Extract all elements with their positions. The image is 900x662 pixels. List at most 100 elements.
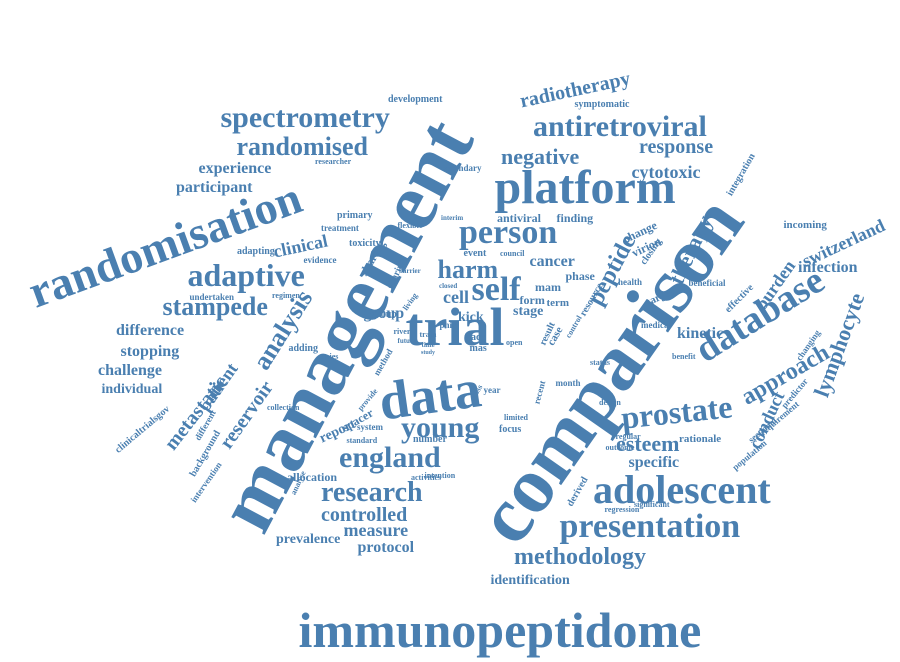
cloud-word: primary bbox=[337, 210, 373, 221]
cloud-word: negative bbox=[501, 144, 580, 169]
cloud-word: spectrometry bbox=[220, 101, 390, 134]
cloud-word: copies bbox=[317, 352, 339, 361]
cloud-word: design bbox=[599, 398, 621, 407]
cloud-word: methodology bbox=[514, 544, 646, 570]
cloud-word: platform bbox=[494, 161, 676, 214]
cloud-word: group bbox=[363, 305, 405, 322]
cloud-word: cytotoxic bbox=[631, 162, 701, 182]
cloud-word: treatment bbox=[321, 222, 359, 233]
cloud-word: stopping bbox=[120, 343, 180, 360]
cloud-word: council bbox=[500, 249, 525, 258]
cloud-word: controlled bbox=[321, 504, 408, 526]
cloud-word: adolescent bbox=[593, 467, 771, 512]
cloud-word: cell bbox=[443, 287, 469, 307]
cloud-word: researcher bbox=[315, 157, 352, 166]
cloud-word: intention bbox=[424, 471, 456, 480]
cloud-word: response bbox=[639, 136, 714, 158]
cloud-word: benefit bbox=[672, 352, 696, 361]
cloud-word: flexible bbox=[397, 221, 423, 230]
cloud-word: focus bbox=[499, 424, 522, 435]
cloud-word: person bbox=[459, 214, 558, 251]
cloud-word: prevalence bbox=[276, 532, 341, 547]
cloud-word: protocol bbox=[357, 539, 415, 556]
cloud-word: status bbox=[590, 358, 611, 367]
cloud-word: outcome bbox=[605, 443, 635, 452]
cloud-word: symptomatic bbox=[574, 99, 630, 110]
cloud-word: evidence bbox=[303, 254, 337, 265]
cloud-word: kick bbox=[458, 310, 484, 325]
cloud-word: difference bbox=[116, 322, 185, 339]
cloud-word: adding bbox=[288, 343, 318, 354]
cloud-word: integration bbox=[724, 151, 758, 198]
cloud-word: allocation bbox=[287, 470, 337, 484]
cloud-word: cancer bbox=[529, 253, 575, 270]
cloud-word: clinicaltrialsgov bbox=[113, 403, 173, 456]
cloud-word: incoming bbox=[783, 218, 827, 231]
cloud-word: stage bbox=[513, 304, 544, 319]
cloud-word: self bbox=[471, 271, 521, 308]
cloud-word: river bbox=[393, 327, 411, 336]
cloud-word: challenge bbox=[98, 362, 162, 379]
cloud-word: adapting bbox=[237, 246, 275, 257]
cloud-word: collection bbox=[267, 403, 300, 412]
cloud-word: phase bbox=[565, 269, 595, 283]
cloud-word: regimen bbox=[272, 291, 300, 300]
cloud-word: month bbox=[555, 377, 581, 388]
cloud-word: term bbox=[546, 296, 570, 309]
cloud-word: future bbox=[397, 336, 417, 345]
cloud-word: esteem bbox=[616, 431, 680, 456]
cloud-word: regular bbox=[615, 432, 641, 441]
cloud-word: limited bbox=[504, 413, 528, 422]
cloud-word: secondary bbox=[442, 162, 482, 173]
cloud-word: train bbox=[419, 330, 437, 339]
cloud-word: immunopeptidome bbox=[298, 602, 702, 658]
cloud-word: standard bbox=[346, 436, 378, 445]
cloud-word: mam bbox=[535, 280, 561, 294]
cloud-word: time bbox=[421, 340, 435, 349]
cloud-word: experience bbox=[198, 160, 272, 177]
cloud-word: antiretroviral bbox=[533, 110, 707, 143]
cloud-word: phiv bbox=[439, 319, 457, 330]
cloud-word: undertaken bbox=[189, 291, 235, 302]
cloud-word: significant bbox=[634, 500, 670, 509]
cloud-word: young bbox=[401, 411, 480, 444]
cloud-word: presentation bbox=[559, 508, 741, 545]
cloud-word: measure bbox=[343, 520, 409, 540]
cloud-word: medical bbox=[641, 319, 671, 330]
cloud-word: infection bbox=[798, 259, 858, 276]
cloud-word: identification bbox=[490, 573, 570, 588]
cloud-word: health bbox=[618, 276, 643, 287]
cloud-word: year bbox=[483, 384, 501, 395]
cloud-word: regression bbox=[604, 505, 640, 514]
cloud-word: group bbox=[371, 309, 397, 320]
cloud-word: adaptive bbox=[187, 257, 305, 293]
cloud-word: harm bbox=[437, 255, 499, 284]
cloud-word: form bbox=[519, 293, 545, 307]
cloud-word: stampede bbox=[162, 292, 268, 321]
cloud-word: study bbox=[421, 350, 436, 356]
cloud-word: specific bbox=[628, 454, 680, 471]
cloud-word: barrier bbox=[399, 266, 421, 275]
cloud-word: trial bbox=[405, 297, 505, 357]
cloud-word: interim bbox=[441, 213, 464, 222]
cloud-word: beneficial bbox=[688, 277, 726, 288]
cloud-word: number bbox=[413, 434, 447, 445]
cloud-word: closed bbox=[439, 281, 458, 290]
cloud-word: event bbox=[463, 248, 487, 259]
cloud-word: acc bbox=[471, 332, 485, 343]
cloud-word: development bbox=[388, 94, 443, 105]
cloud-word: participant bbox=[176, 179, 253, 196]
cloud-word: rationale bbox=[679, 432, 722, 445]
cloud-word: activities bbox=[411, 473, 442, 482]
cloud-word: england bbox=[339, 441, 441, 474]
cloud-word: toxicity bbox=[349, 238, 381, 249]
cloud-word: research bbox=[321, 477, 423, 508]
cloud-word: randomised bbox=[236, 132, 368, 161]
cloud-word: kinetic bbox=[677, 325, 724, 342]
cloud-word: open bbox=[506, 338, 523, 347]
cloud-word: finding bbox=[556, 211, 594, 225]
cloud-word: system bbox=[357, 421, 383, 432]
cloud-word: individual bbox=[101, 382, 163, 397]
cloud-word: mas bbox=[469, 343, 487, 354]
